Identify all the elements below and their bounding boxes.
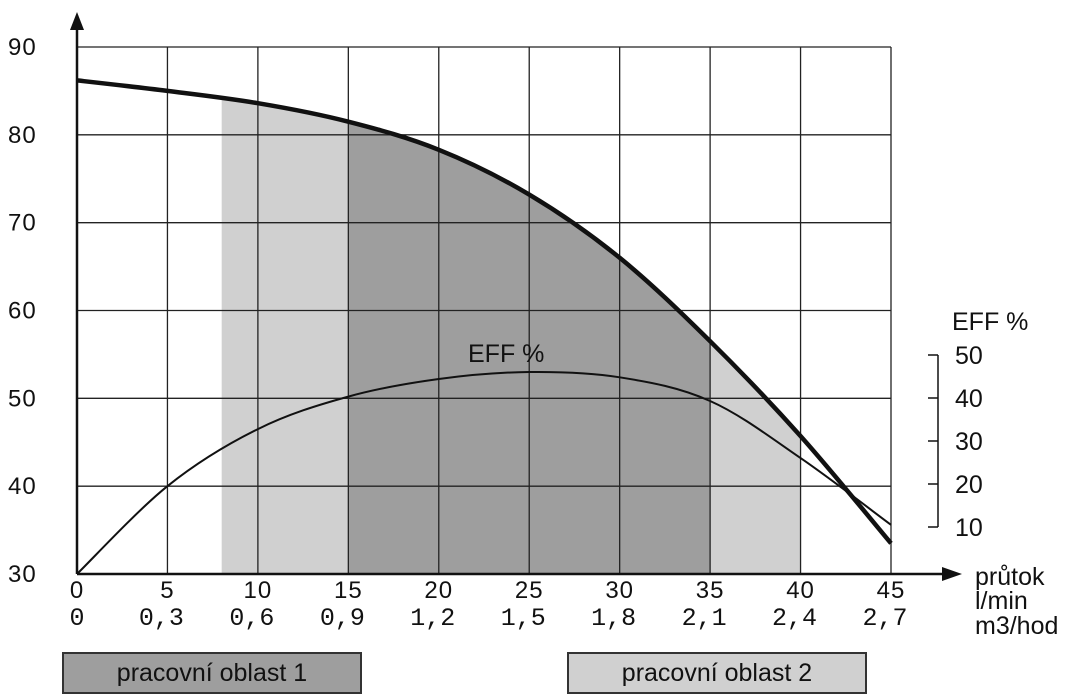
legend-region-2-label: pracovní oblast 2 xyxy=(621,658,813,687)
x2-tick-label: 0,3 xyxy=(139,604,184,633)
legend-region-1: pracovní oblast 1 xyxy=(62,652,362,694)
x2-tick-label: 1,5 xyxy=(501,604,546,633)
y2-tick-label: 10 xyxy=(955,514,983,542)
legend-region-2: pracovní oblast 2 xyxy=(567,652,867,694)
y2-tick-label: 30 xyxy=(955,428,983,456)
x2-tick-label: 0,9 xyxy=(320,604,365,633)
y-tick-label: 80 xyxy=(8,122,37,149)
x2-tick-label: 2,1 xyxy=(682,604,727,633)
y-tick-label: 90 xyxy=(8,34,37,61)
y2-tick-label: 40 xyxy=(955,385,983,413)
x-axis-label-line3: m3/hod xyxy=(975,612,1058,640)
x-tick-label: 45 xyxy=(877,577,906,604)
y2-axis-label: EFF % xyxy=(952,308,1028,336)
y-tick-label: 30 xyxy=(8,561,37,588)
legend-region-1-label: pracovní oblast 1 xyxy=(116,658,308,687)
x-axis-label-line1: průtok xyxy=(975,563,1045,591)
x-axis-label-line2: l/min xyxy=(975,587,1028,615)
x2-tick-label: 2,4 xyxy=(772,604,817,633)
x2-tick-label: 2,7 xyxy=(862,604,907,633)
efficiency-curve xyxy=(76,370,892,575)
y-axis-arrow xyxy=(70,12,84,30)
x2-tick-label: 0,6 xyxy=(229,604,274,633)
eff-curve-label: EFF % xyxy=(468,340,544,368)
series-lines xyxy=(76,78,893,575)
y-tick-label: 50 xyxy=(8,385,37,412)
y-tick-label: 70 xyxy=(8,210,37,237)
x-tick-label: 25 xyxy=(515,577,544,604)
x-tick-label: 35 xyxy=(696,577,725,604)
y2-tick-label: 20 xyxy=(955,471,983,499)
x2-tick-label: 1,2 xyxy=(410,604,455,633)
x2-tick-label: 1,8 xyxy=(591,604,636,633)
x-tick-label: 5 xyxy=(160,577,174,604)
tick-labels: 30 40 50 60 70 80 90 0 5 10 15 20 25 30 35 40 45 0 0,3 0,6 0… xyxy=(8,34,983,633)
x-tick-label: 30 xyxy=(605,577,634,604)
x-tick-label: 0 xyxy=(70,577,84,604)
x-tick-label: 10 xyxy=(244,577,273,604)
grid-lines xyxy=(77,46,892,574)
y2-tick-label: 50 xyxy=(955,342,983,370)
y-tick-label: 60 xyxy=(8,298,37,325)
x-axis-arrow xyxy=(942,567,962,581)
x2-tick-label: 0 xyxy=(69,604,84,633)
working-regions xyxy=(221,98,801,575)
x-tick-label: 15 xyxy=(334,577,363,604)
head-curve xyxy=(76,78,893,545)
x-tick-label: 40 xyxy=(786,577,815,604)
axes xyxy=(70,12,962,581)
y-tick-label: 40 xyxy=(8,473,37,500)
x-tick-label: 20 xyxy=(424,577,453,604)
